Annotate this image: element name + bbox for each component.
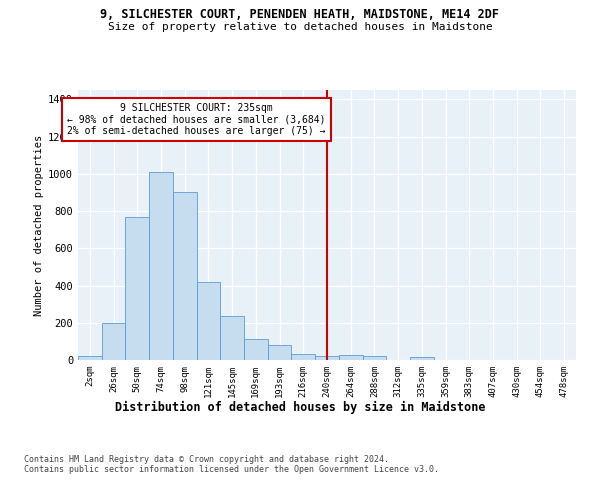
Bar xyxy=(125,216,149,360)
Bar xyxy=(102,323,125,360)
Bar xyxy=(292,354,315,360)
Bar xyxy=(244,338,268,360)
Bar xyxy=(315,356,339,360)
Bar xyxy=(268,345,292,360)
Text: Contains HM Land Registry data © Crown copyright and database right 2024.: Contains HM Land Registry data © Crown c… xyxy=(24,456,389,464)
Bar xyxy=(149,172,173,360)
Bar xyxy=(362,356,386,360)
Text: 9 SILCHESTER COURT: 235sqm
← 98% of detached houses are smaller (3,684)
2% of se: 9 SILCHESTER COURT: 235sqm ← 98% of deta… xyxy=(67,103,326,136)
Text: Contains public sector information licensed under the Open Government Licence v3: Contains public sector information licen… xyxy=(24,466,439,474)
Bar xyxy=(220,316,244,360)
Text: Distribution of detached houses by size in Maidstone: Distribution of detached houses by size … xyxy=(115,401,485,414)
Text: 9, SILCHESTER COURT, PENENDEN HEATH, MAIDSTONE, ME14 2DF: 9, SILCHESTER COURT, PENENDEN HEATH, MAI… xyxy=(101,8,499,20)
Bar xyxy=(339,356,362,360)
Bar xyxy=(197,282,220,360)
Text: Size of property relative to detached houses in Maidstone: Size of property relative to detached ho… xyxy=(107,22,493,32)
Bar xyxy=(410,357,434,360)
Bar xyxy=(78,356,102,360)
Y-axis label: Number of detached properties: Number of detached properties xyxy=(34,134,44,316)
Bar xyxy=(173,192,197,360)
